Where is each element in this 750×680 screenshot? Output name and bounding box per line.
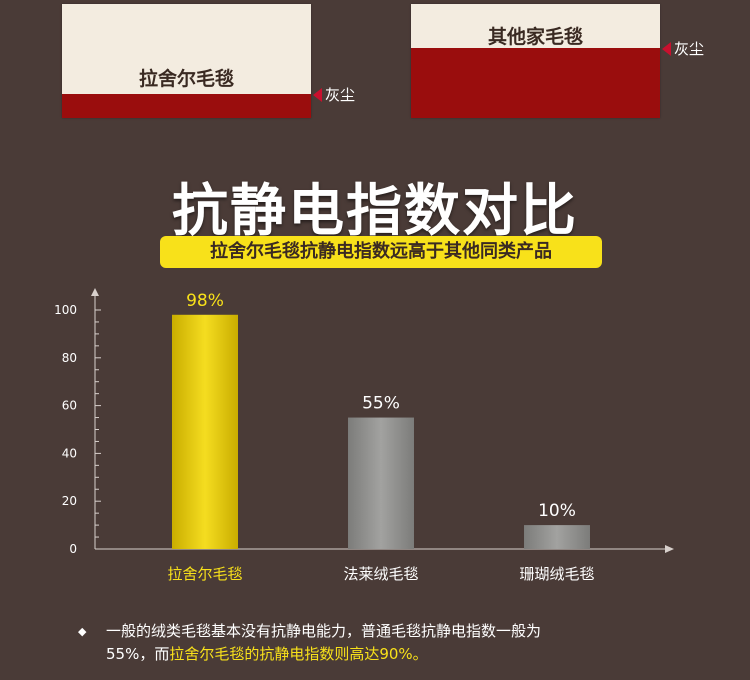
bar	[172, 314, 238, 549]
dust-marker: 灰尘	[662, 38, 704, 59]
dust-marker-label: 灰尘	[674, 40, 705, 58]
page-title: 抗静电指数对比	[172, 179, 578, 244]
y-axis-arrow-icon	[91, 288, 99, 296]
subtitle-badge: 拉舍尔毛毯抗静电指数远高于其他同类产品	[160, 236, 602, 268]
x-category-label: 法莱绒毛毯	[343, 565, 418, 583]
dust-layer	[62, 94, 311, 118]
y-tick-label: 40	[62, 446, 77, 460]
footnote: ◆ 一般的绒类毛毯基本没有抗静电能力，普通毛毯抗静电指数一般为 55%，而拉舍尔…	[78, 620, 700, 666]
triangle-icon	[662, 41, 671, 56]
note-line-2: 55%，而	[106, 645, 170, 663]
card-larsheer: 拉舍尔毛毯	[62, 4, 311, 118]
x-category-label: 拉舍尔毛毯	[167, 565, 242, 583]
y-tick-label: 20	[62, 494, 77, 508]
diamond-bullet-icon: ◆	[78, 625, 87, 638]
note-highlight: 拉舍尔毛毯的抗静电指数则高达90%。	[169, 645, 428, 663]
bar-value-label: 98%	[186, 291, 224, 311]
bar-value-label: 10%	[538, 501, 576, 521]
y-tick-label: 0	[69, 542, 77, 556]
card-label: 其他家毛毯	[487, 26, 583, 48]
x-category-label: 珊瑚绒毛毯	[519, 565, 594, 583]
note-line-1: 一般的绒类毛毯基本没有抗静电能力，普通毛毯抗静电指数一般为	[106, 622, 542, 640]
bar-value-label: 55%	[362, 394, 400, 414]
y-tick-label: 100	[54, 303, 77, 317]
dust-marker-label: 灰尘	[325, 86, 356, 104]
x-axis-arrow-icon	[665, 545, 674, 553]
card-other: 其他家毛毯	[411, 4, 660, 118]
bar-chart: 0 20 40 60 80 100 98% 拉舍尔毛毯 55% 法莱绒毛毯 10% 珊瑚绒毛毯	[54, 288, 674, 583]
triangle-icon	[313, 87, 322, 102]
card-label: 拉舍尔毛毯	[138, 68, 234, 90]
dust-layer	[411, 48, 660, 118]
dust-marker: 灰尘	[313, 84, 355, 105]
y-tick-label: 80	[62, 351, 77, 365]
bar	[348, 417, 414, 549]
bar	[524, 525, 590, 549]
y-tick-label: 60	[62, 399, 77, 413]
